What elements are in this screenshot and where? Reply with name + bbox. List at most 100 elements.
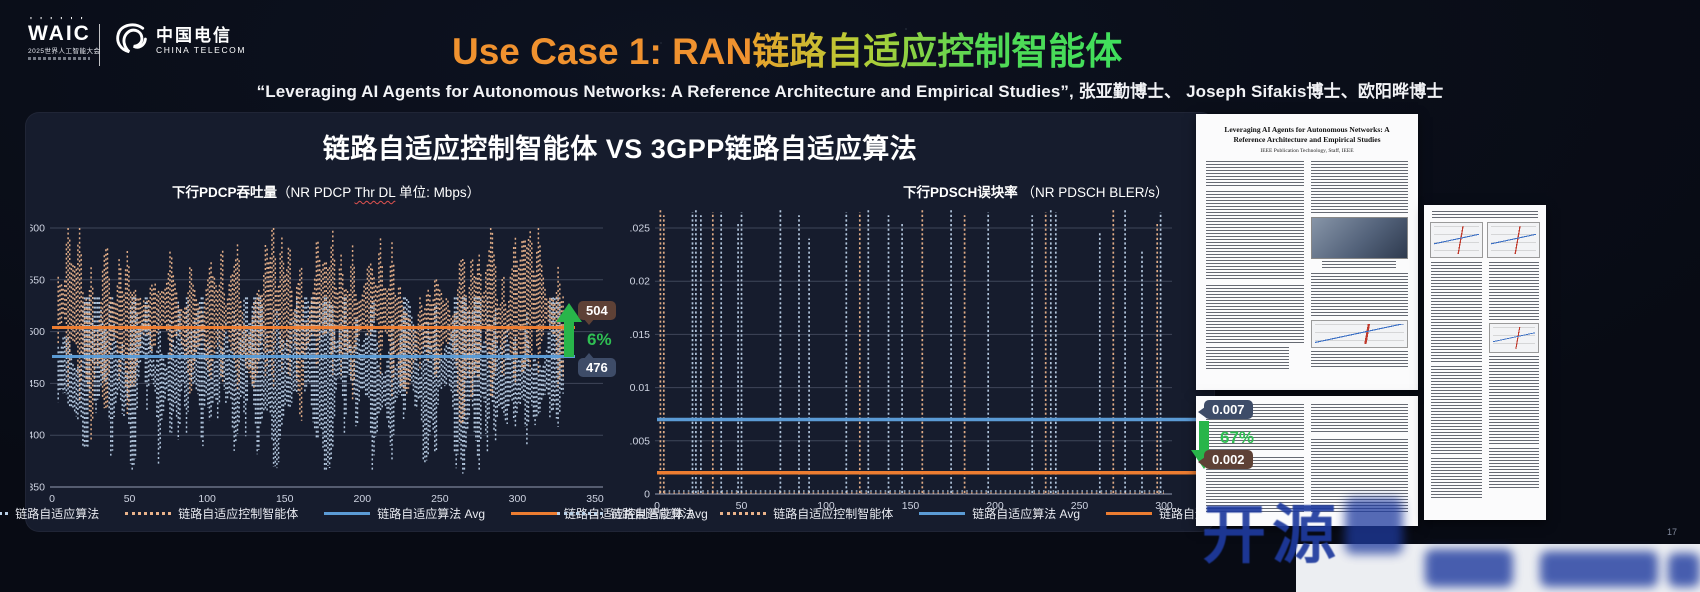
legend-item-agent-avg: 链路自适应控制智能体 Avg [511,505,708,522]
legend-item-agent: 链路自适应控制智能体 [720,505,893,522]
up-arrow-head [556,303,582,322]
svg-text:0.01: 0.01 [630,382,650,394]
paper-text-block [1432,211,1538,219]
svg-text:550: 550 [30,274,45,286]
paper-footnote-block [1206,347,1289,370]
legend-item-algorithm: 链路自适应算法 [557,505,694,522]
svg-text:200: 200 [986,500,1004,512]
svg-text:0.025: 0.025 [630,223,650,235]
legend-label: 链路自适应算法 Avg [377,507,486,521]
legend-swatch-solid-orange [511,512,558,515]
legend-swatch-solid-blue [919,512,966,515]
legend-swatch-solid-blue [324,512,371,515]
waic-logo-subline [28,57,90,60]
svg-text:500: 500 [30,326,45,338]
paper-text-block [1488,356,1539,444]
svg-text:450: 450 [30,378,45,390]
svg-text:600: 600 [30,223,45,235]
paper-mini-chart [1488,323,1539,353]
legend-swatch-dotted-blue [557,512,604,515]
left-chart-title: 下行PDCP吞吐量（NR PDCP Thr DL 单位: Mbps） [172,181,480,201]
legend-label: 链路自适应控制智能体 Avg [564,507,708,521]
svg-text:150: 150 [276,493,294,505]
legend-item-algorithm: 链路自适应算法 [0,505,99,522]
waic-logo-text: WAIC [28,22,91,45]
paper-columns [1206,161,1408,370]
china-telecom-wordmark: 中国电信 CHINA TELECOM [156,26,246,55]
comparison-panel [25,112,1215,532]
paper-mini-chart [1310,320,1408,349]
svg-text:50: 50 [736,500,748,512]
left-chart-legend: 链路自适应算法 链路自适应控制智能体 链路自适应算法 Avg 链路自适应控制智能… [0,505,708,522]
svg-text:0: 0 [654,500,660,512]
legend-label: 链路自适应算法 [15,507,100,521]
watermark-text: 开源 [1202,499,1342,571]
baseline-avg-badge-476: 476 [578,353,616,377]
svg-text:300: 300 [509,493,527,505]
china-telecom-logo: 中国电信 CHINA TELECOM [113,22,246,58]
page-title: Use Case 1: RAN链路自适应控制智能体 [452,21,1122,75]
paper-column-left [1206,161,1304,370]
legend-label: 链路自适应控制智能体 [178,507,299,521]
left-chart-title-en-unit: 单位: Mbps） [395,185,481,200]
svg-text:200: 200 [354,493,372,505]
starfield-decoration [0,0,2,2]
paper-text-block [1206,191,1304,282]
paper-text-block [1488,262,1539,320]
legend-label: 链路自适应控制智能体 [773,507,894,521]
legend-label: 链路自适应算法 Avg [972,507,1081,521]
legend-swatch-dotted-orange [125,512,172,515]
svg-text:250: 250 [1071,500,1089,512]
paper-text-block [1310,404,1408,434]
baseline-avg-badge-0007: 0.007 [1198,400,1253,419]
page-number: 17 [1667,527,1678,537]
paper-figure-caption [1322,261,1397,270]
right-chart-title-zh: 下行PDSCH误块率 [903,185,1018,200]
paper-text-block [1310,273,1408,318]
paper-text-block [1206,285,1304,344]
paper-mini-chart [1430,222,1483,258]
left-chart-title-spellcheck: Thr DL [354,185,396,200]
paper-columns [1431,262,1539,498]
paper-column-right [1488,262,1539,498]
legend-item-agent: 链路自适应控制智能体 [125,505,298,522]
watermark-blur-glyph [1425,549,1513,587]
bler-reduction-percent: 67% [1220,428,1255,447]
legend-swatch-dotted-orange [720,512,767,515]
paper-page-1-thumbnail: Leveraging AI Agents for Autonomous Netw… [1196,114,1418,390]
paper-column-left [1431,262,1482,498]
svg-text:100: 100 [817,500,835,512]
down-arrow-stem [1199,421,1209,452]
left-chart-title-en: （NR PDCP [277,185,355,200]
watermark-blur-glyph [1540,551,1658,587]
header-divider [99,24,100,66]
paper-title: Leveraging AI Agents for Autonomous Netw… [1224,125,1390,145]
svg-text:400: 400 [30,430,45,442]
china-telecom-en: CHINA TELECOM [156,44,247,55]
svg-text:0: 0 [49,493,55,505]
agent-avg-badge-0002: 0.002 [1198,450,1253,469]
up-arrow-stem [564,320,574,357]
right-chart-title-en: （NR PDSCH BLER/s） [1021,185,1169,200]
paper-column-right [1310,161,1408,369]
agent-avg-badge-504: 504 [578,301,616,325]
paper-mini-chart [1487,222,1540,258]
legend-item-algorithm-avg: 链路自适应算法 Avg [919,505,1080,522]
paper-byline: IEEE Publication Technology, Staff, IEEE [1260,148,1354,155]
svg-text:350: 350 [586,493,604,505]
paper-figure-row [1430,222,1540,258]
svg-text:250: 250 [431,493,449,505]
paper-page-3-thumbnail [1424,205,1546,520]
china-telecom-cn: 中国电信 [156,25,232,45]
watermark-blur-glyph [1345,498,1403,554]
svg-text:100: 100 [198,493,216,505]
legend-swatch-dotted-blue [0,512,9,515]
pdcp-throughput-chart: 350 400 450 500 550 600 0 50 100 150 200 250 300 350 [30,223,604,506]
svg-text:150: 150 [902,500,920,512]
page-title-prefix: Use Case 1: RAN [452,31,753,72]
paper-citation-subtitle: “Leveraging AI Agents for Autonomous Net… [256,82,1444,101]
page-title-suffix: 链路自适应控制智能体 [752,31,1123,72]
right-chart-legend: 链路自适应算法 链路自适应控制智能体 链路自适应算法 Avg 链路自适应控制智能… [557,505,1303,522]
paper-text-block [1310,351,1408,368]
